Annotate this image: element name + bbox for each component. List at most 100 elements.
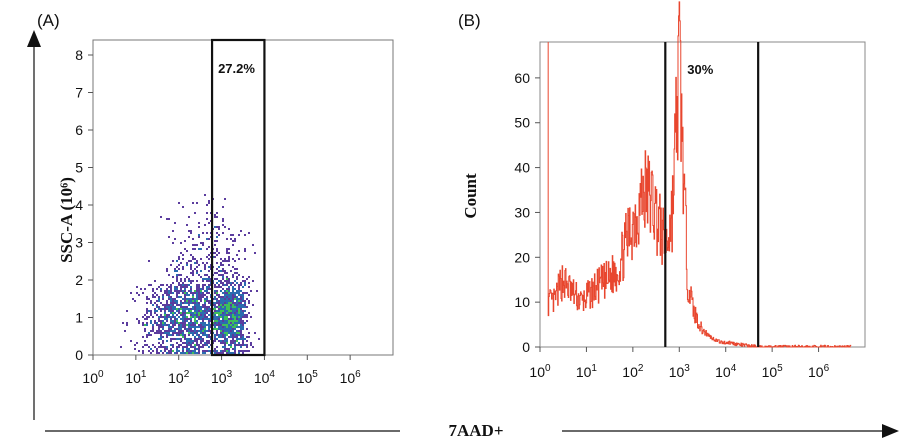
scatter-point — [240, 314, 242, 316]
scatter-point — [130, 292, 132, 294]
scatter-point — [154, 292, 156, 294]
scatter-point — [242, 294, 244, 296]
scatter-point — [224, 330, 226, 332]
scatter-point — [158, 298, 160, 300]
scatter-point — [232, 274, 234, 276]
scatter-point — [232, 348, 234, 350]
scatter-point — [226, 300, 228, 302]
scatter-point — [188, 338, 190, 340]
scatter-point — [194, 328, 196, 330]
scatter-point — [182, 284, 184, 286]
scatter-point — [234, 238, 236, 240]
scatter-point — [164, 332, 166, 334]
scatter-point — [182, 312, 184, 314]
scatter-point — [200, 332, 202, 334]
scatter-point — [172, 298, 174, 300]
scatter-point — [232, 244, 234, 246]
scatter-point — [228, 288, 230, 290]
scatter-point — [166, 306, 168, 308]
scatter-point — [184, 308, 186, 310]
scatter-point — [234, 260, 236, 262]
scatter-point — [200, 328, 202, 330]
scatter-point — [184, 296, 186, 298]
scatter-point — [238, 338, 240, 340]
scatter-point — [240, 312, 242, 314]
scatter-point — [224, 298, 226, 300]
scatter-point — [188, 304, 190, 306]
scatter-point — [182, 318, 184, 320]
scatter-point — [148, 332, 150, 334]
scatter-point — [230, 298, 232, 300]
scatter-point — [242, 328, 244, 330]
scatter-point — [158, 326, 160, 328]
scatter-point — [150, 312, 152, 314]
scatter-point — [214, 252, 216, 254]
scatter-point — [230, 234, 232, 236]
scatter-point — [172, 276, 174, 278]
scatter-point — [240, 310, 242, 312]
scatter-point — [204, 328, 206, 330]
scatter-point — [214, 316, 216, 318]
scatter-point — [184, 342, 186, 344]
scatter-point — [230, 334, 232, 336]
scatter-point — [154, 320, 156, 322]
scatter-point — [182, 330, 184, 332]
scatter-point — [172, 332, 174, 334]
scatter-point — [200, 296, 202, 298]
scatter-point — [174, 268, 176, 270]
scatter-point — [200, 330, 202, 332]
scatter-point — [196, 314, 198, 316]
scatter-point — [172, 330, 174, 332]
scatter-point — [238, 308, 240, 310]
scatter-point — [202, 244, 204, 246]
scatter-point — [194, 322, 196, 324]
scatter-point — [202, 338, 204, 340]
scatter-point — [178, 274, 180, 276]
scatter-point — [198, 344, 200, 346]
scatter-point — [232, 298, 234, 300]
scatter-point — [214, 340, 216, 342]
scatter-point — [232, 258, 234, 260]
scatter-point — [186, 346, 188, 348]
scatter-point — [188, 350, 190, 352]
scatter-point — [180, 252, 182, 254]
a-xtick-label-base: 10 — [254, 370, 270, 386]
scatter-point — [234, 346, 236, 348]
scatter-point — [220, 262, 222, 264]
scatter-point — [216, 248, 218, 250]
scatter-point — [190, 340, 192, 342]
scatter-point — [144, 314, 146, 316]
scatter-point — [144, 330, 146, 332]
scatter-point — [190, 286, 192, 288]
scatter-point — [152, 304, 154, 306]
scatter-point — [202, 334, 204, 336]
scatter-point — [172, 304, 174, 306]
scatter-point — [220, 320, 222, 322]
a-xtick-label-exp: 2 — [184, 369, 190, 380]
scatter-point — [180, 340, 182, 342]
scatter-point — [226, 282, 228, 284]
b-xtick-label: 103 — [669, 363, 691, 380]
scatter-point — [166, 334, 168, 336]
scatter-point — [160, 308, 162, 310]
scatter-point — [214, 318, 216, 320]
scatter-point — [126, 310, 128, 312]
scatter-point — [204, 310, 206, 312]
scatter-point — [194, 304, 196, 306]
scatter-point — [160, 330, 162, 332]
b-ytick-label: 20 — [514, 249, 530, 265]
scatter-point — [164, 314, 166, 316]
scatter-point — [156, 322, 158, 324]
scatter-point — [166, 302, 168, 304]
scatter-point — [176, 274, 178, 276]
scatter-point — [236, 268, 238, 270]
scatter-point — [208, 266, 210, 268]
scatter-point — [222, 300, 224, 302]
scatter-point — [182, 332, 184, 334]
scatter-point — [166, 316, 168, 318]
scatter-point — [180, 332, 182, 334]
scatter-point — [166, 288, 168, 290]
scatter-point — [182, 292, 184, 294]
scatter-point — [242, 296, 244, 298]
scatter-point — [208, 342, 210, 344]
